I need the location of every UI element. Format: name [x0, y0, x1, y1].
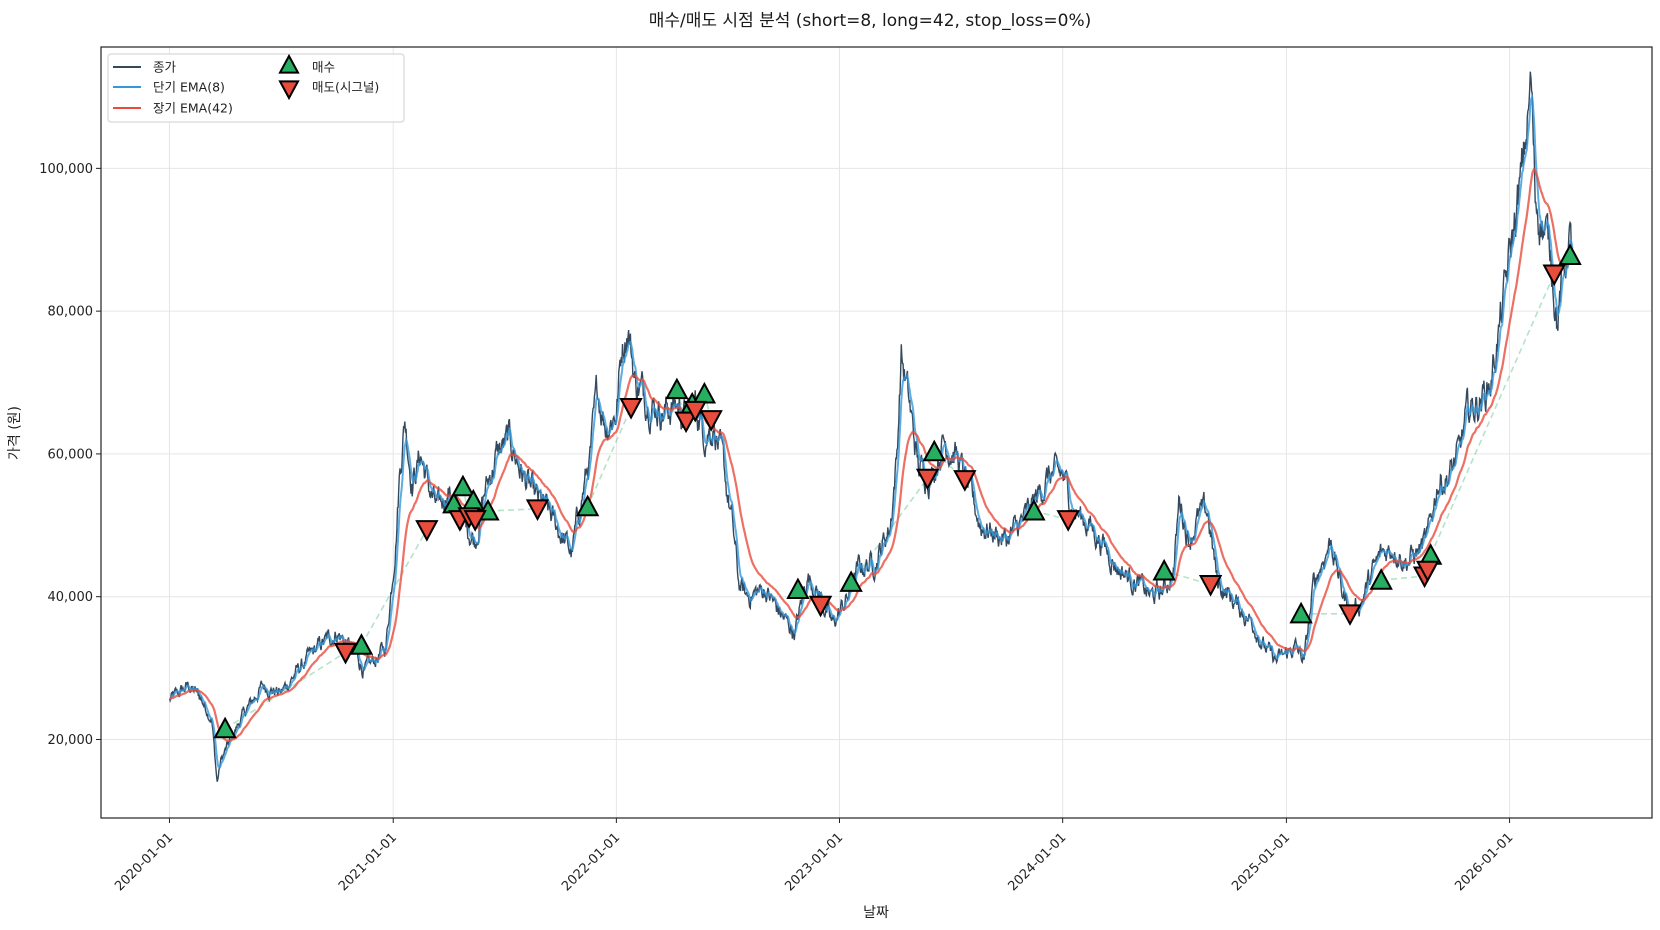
x-tick-label: 2026-01-01	[1452, 830, 1516, 894]
buy-marker	[451, 474, 475, 497]
hold-connector	[586, 407, 632, 508]
x-axis: 2020-01-01 2021-01-01 2022-01-01 2023-01-01…	[112, 818, 1516, 894]
y-tick-label: 100,000	[39, 162, 93, 177]
legend-label-buy: 매수	[312, 60, 335, 75]
sell-marker	[699, 410, 723, 432]
grid	[101, 47, 1652, 818]
sell-marker	[333, 642, 358, 665]
y-tick-label: 40,000	[48, 590, 94, 605]
buy-marker	[1369, 568, 1393, 590]
x-axis-label: 날짜	[863, 905, 889, 921]
sell-marker	[1415, 560, 1440, 583]
buy-marker	[786, 577, 810, 600]
y-axis-label: 가격 (원)	[7, 406, 23, 460]
y-axis: 20,000 40,000 60,000 80,000 100,000	[39, 162, 101, 748]
legend-swatch-sell	[278, 80, 300, 101]
close-price-line	[168, 71, 1574, 782]
buy-marker	[1152, 558, 1176, 581]
hold-connector	[360, 529, 428, 646]
sell-marker	[953, 470, 977, 492]
hold-connector	[487, 508, 538, 512]
sell-marker	[415, 520, 439, 542]
buy-marker	[1289, 601, 1313, 624]
y-tick-label: 20,000	[48, 733, 94, 748]
x-tick-label: 2024-01-01	[1005, 830, 1069, 894]
legend-label-ema_short: 단기 EMA(8)	[153, 80, 225, 95]
buy-marker	[349, 633, 374, 655]
hold-connector	[1381, 575, 1425, 582]
plot-frame	[100, 46, 1653, 819]
buy-marker	[922, 439, 946, 462]
ema-short-line	[168, 93, 1574, 769]
legend-box	[107, 53, 405, 123]
x-tick-label: 2022-01-01	[559, 830, 623, 894]
sell-marker	[619, 398, 643, 420]
buy-marker	[839, 570, 863, 592]
legend-label-close: 종가	[153, 60, 177, 75]
buy-marker	[1022, 498, 1046, 521]
y-tick-label: 80,000	[48, 305, 94, 320]
y-tick-label: 60,000	[48, 447, 94, 462]
legend-swatch-buy	[278, 53, 300, 74]
hold-connector	[1429, 273, 1555, 556]
sell-marker	[808, 595, 833, 618]
x-tick-label: 2023-01-01	[782, 830, 846, 894]
legend-label-sell: 매도(시그널)	[312, 80, 379, 95]
sell-marker	[674, 411, 698, 434]
sell-marker	[525, 499, 550, 521]
buy-marker	[213, 716, 237, 739]
series	[168, 71, 1574, 782]
sell-marker	[1542, 264, 1566, 287]
sell-marker	[1338, 604, 1362, 626]
chart-title: 매수/매도 시점 분석 (short=8, long=42, stop_loss…	[649, 11, 1092, 31]
sell-marker	[463, 510, 487, 532]
sell-marker	[915, 468, 940, 491]
ema-long-line	[169, 167, 1573, 742]
hold-connector	[850, 477, 929, 583]
x-tick-label: 2025-01-01	[1229, 830, 1293, 894]
buy-marker	[575, 494, 600, 517]
legend-label-ema_long: 장기 EMA(42)	[153, 101, 233, 116]
buy-marker	[1558, 243, 1582, 265]
sell-marker	[1198, 575, 1223, 597]
buy-marker	[665, 377, 689, 400]
x-tick-label: 2020-01-01	[112, 830, 176, 894]
sell-marker	[1056, 510, 1080, 532]
buy-marker	[692, 381, 717, 404]
signal-markers	[213, 243, 1582, 739]
x-tick-label: 2021-01-01	[336, 830, 400, 894]
